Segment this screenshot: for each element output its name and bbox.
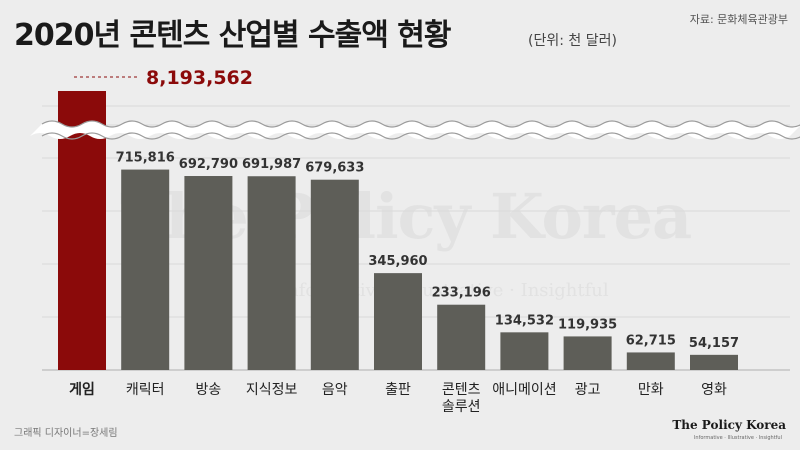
category-label: 음악 — [322, 382, 348, 398]
bar — [184, 176, 233, 370]
value-label: 8,193,562 — [146, 67, 253, 89]
footer-brand-tagline: Informative · Illustrative · Insightful — [693, 435, 782, 441]
value-label: 119,935 — [558, 317, 617, 332]
value-label: 345,960 — [368, 254, 427, 269]
category-label: 게임 — [69, 382, 95, 398]
bar — [690, 354, 738, 370]
chart-title: 2020년 콘텐츠 산업별 수출액 현황 — [14, 18, 451, 53]
bar — [500, 332, 549, 370]
category-label: 지식정보 — [246, 382, 298, 398]
category-label: 영화 — [701, 382, 727, 398]
bar — [563, 336, 612, 370]
category-label: 만화 — [638, 382, 664, 398]
axis-break — [30, 120, 800, 140]
value-label: 715,816 — [116, 151, 175, 166]
category-label: 애니메이션 — [492, 382, 556, 398]
value-label: 692,790 — [179, 157, 238, 172]
category-label: 방송 — [196, 382, 222, 398]
category-label: 콘텐츠 — [442, 382, 481, 398]
category-label: 솔루션 — [442, 399, 481, 415]
bar — [121, 169, 170, 370]
value-label: 691,987 — [242, 157, 301, 172]
category-label: 캐릭터 — [126, 382, 165, 398]
bar — [374, 273, 422, 370]
value-label: 679,633 — [305, 161, 364, 176]
axis-break-line — [41, 120, 800, 128]
value-label: 233,196 — [432, 286, 491, 301]
unit-label: (단위: 천 달러) — [528, 33, 617, 49]
value-label: 134,532 — [495, 313, 554, 328]
category-label: 광고 — [575, 382, 601, 398]
value-labels: 8,193,562 715,816 692,790 691,987 679,633 345… — [74, 67, 739, 351]
bar — [626, 352, 675, 370]
bars — [58, 91, 738, 370]
category-label: 출판 — [385, 382, 411, 398]
footer-brand-logo: The Policy Korea — [672, 418, 786, 432]
watermark-tagline: Informative · Illustrative · Insightful — [280, 280, 609, 301]
axis-break-band — [30, 121, 800, 139]
value-label: 62,715 — [626, 333, 676, 348]
source-label: 자료: 문화체육관광부 — [689, 13, 788, 26]
value-label: 54,157 — [689, 336, 739, 351]
bar — [310, 179, 359, 370]
bar — [437, 304, 486, 370]
designer-credit: 그래픽 디자이너=장세림 — [14, 428, 118, 439]
bar — [247, 176, 296, 370]
axis-break-line — [41, 132, 800, 140]
